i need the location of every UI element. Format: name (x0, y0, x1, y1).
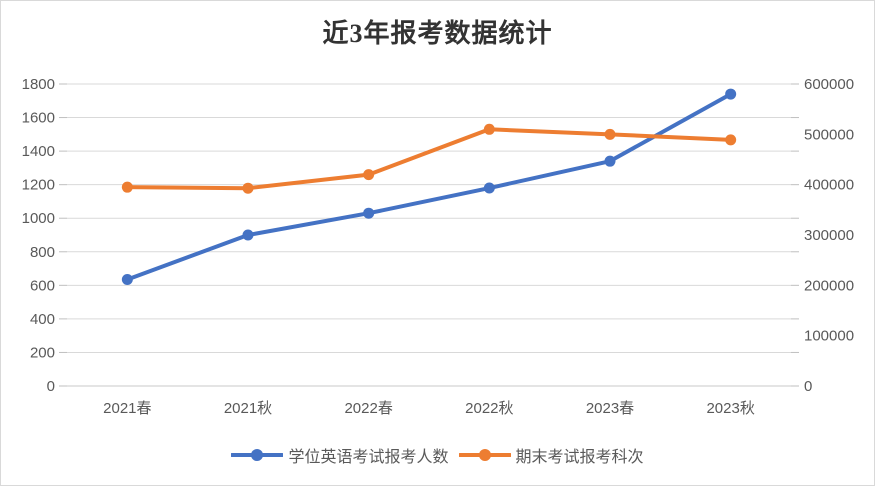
left-axis-label: 0 (47, 378, 55, 395)
x-axis-label: 2022秋 (465, 400, 513, 417)
series-marker-0 (121, 273, 133, 285)
right-axis-label: 500000 (804, 126, 854, 143)
right-axis-label: 200000 (804, 277, 854, 294)
series-marker-1 (242, 182, 254, 194)
left-axis-label: 600 (30, 277, 55, 294)
series-line-0 (125, 92, 733, 282)
series-line-1 (125, 127, 733, 191)
series-marker-0 (725, 88, 737, 100)
x-axis-label: 2023春 (586, 400, 634, 417)
left-axis-label: 1600 (22, 110, 55, 127)
legend-item: 期末考试报考科次 (458, 443, 644, 467)
left-axis-label: 400 (30, 311, 55, 328)
legend-item: 学位英语考试报考人数 (231, 443, 449, 467)
left-axis-label: 1400 (22, 143, 55, 160)
left-axis-label: 800 (30, 244, 55, 261)
series-marker-1 (604, 128, 616, 140)
x-axis-label: 2022春 (344, 400, 392, 417)
x-axis-label: 2021秋 (224, 400, 272, 417)
series-marker-0 (604, 155, 616, 167)
legend-line-marker-icon (231, 449, 284, 461)
series-marker-1 (363, 169, 375, 181)
legend-label: 期末考试报考科次 (515, 449, 644, 466)
right-axis-label: 0 (804, 378, 812, 395)
x-axis-label: 2023秋 (706, 400, 754, 417)
series-marker-0 (363, 207, 375, 219)
legend-line-marker-icon (458, 449, 511, 461)
left-axis-label: 1000 (22, 210, 55, 227)
right-axis-label: 300000 (804, 227, 854, 244)
chart-title: 近3年报考数据统计 (322, 19, 553, 48)
series-marker-1 (121, 181, 133, 193)
legend: 学位英语考试报考人数 期末考试报考科次 (1, 443, 874, 467)
left-axis-label: 200 (30, 344, 55, 361)
right-axis-label: 100000 (804, 328, 854, 345)
series-marker-0 (483, 182, 495, 194)
left-axis-label: 1200 (22, 177, 55, 194)
left-axis-label: 1800 (22, 76, 55, 93)
series-marker-1 (483, 123, 495, 135)
legend-label: 学位英语考试报考人数 (288, 449, 449, 466)
right-axis-label: 400000 (804, 177, 854, 194)
series-marker-0 (242, 229, 254, 241)
series-marker-1 (725, 134, 737, 146)
right-axis-label: 600000 (804, 76, 854, 93)
x-axis-label: 2021春 (103, 400, 151, 417)
